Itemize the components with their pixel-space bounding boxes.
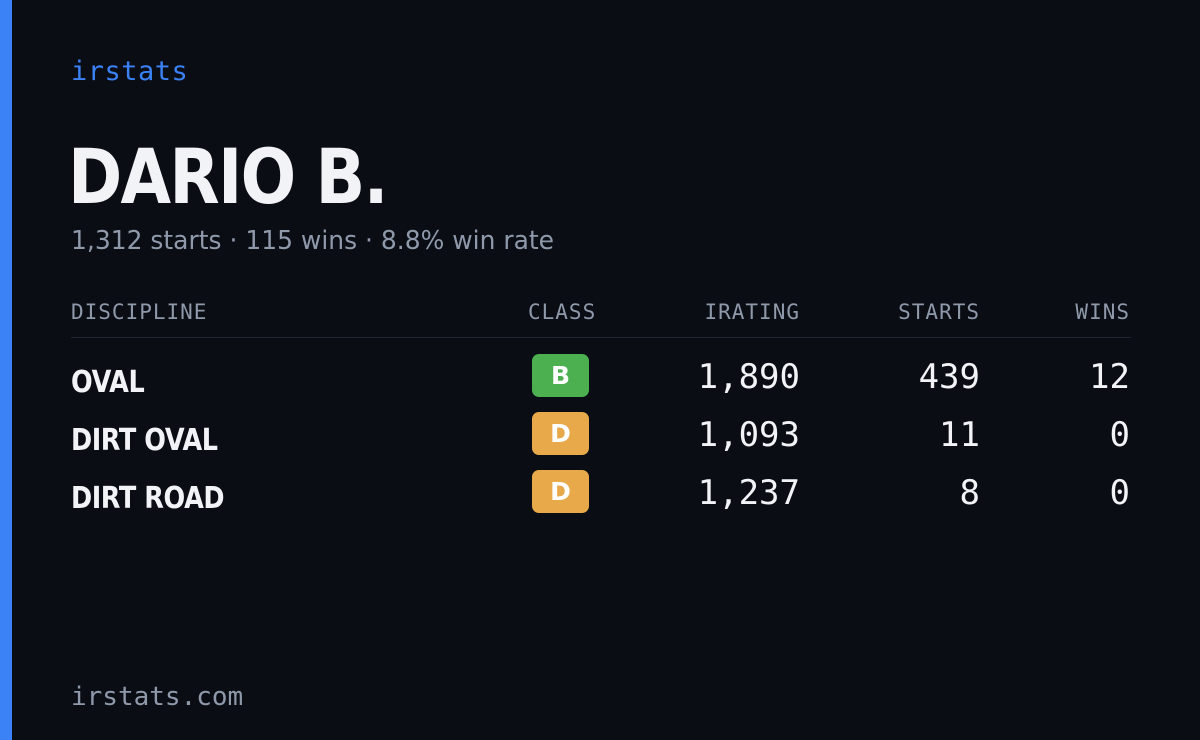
header-irating: IRATING xyxy=(704,300,800,324)
wins-value: 0 xyxy=(1109,473,1130,513)
header-discipline: DISCIPLINE xyxy=(71,300,208,324)
brand-logo-text: irstats xyxy=(71,56,189,87)
class-badge: D xyxy=(532,412,589,455)
starts-value: 11 xyxy=(939,415,980,455)
wins-value: 0 xyxy=(1109,415,1130,455)
starts-value: 439 xyxy=(918,357,980,397)
irating-value: 1,093 xyxy=(697,415,800,455)
header-divider xyxy=(71,337,1131,338)
wins-value: 12 xyxy=(1089,357,1130,397)
driver-summary: 1,312 starts · 115 wins · 8.8% win rate xyxy=(71,226,555,256)
starts-value: 8 xyxy=(959,473,980,513)
header-wins: WINS xyxy=(1075,300,1130,324)
header-starts: STARTS xyxy=(898,300,980,324)
driver-name: DARIO B. xyxy=(68,132,388,221)
irating-value: 1,237 xyxy=(697,473,800,513)
discipline-name: DIRT ROAD xyxy=(71,481,225,516)
header-class: CLASS xyxy=(528,300,597,324)
class-badge: D xyxy=(532,470,589,513)
discipline-name: OVAL xyxy=(71,365,145,400)
discipline-name: DIRT OVAL xyxy=(71,423,218,458)
footer-url: irstats.com xyxy=(71,682,244,712)
irating-value: 1,890 xyxy=(697,357,800,397)
accent-bar xyxy=(0,0,12,740)
class-badge: B xyxy=(532,354,589,397)
